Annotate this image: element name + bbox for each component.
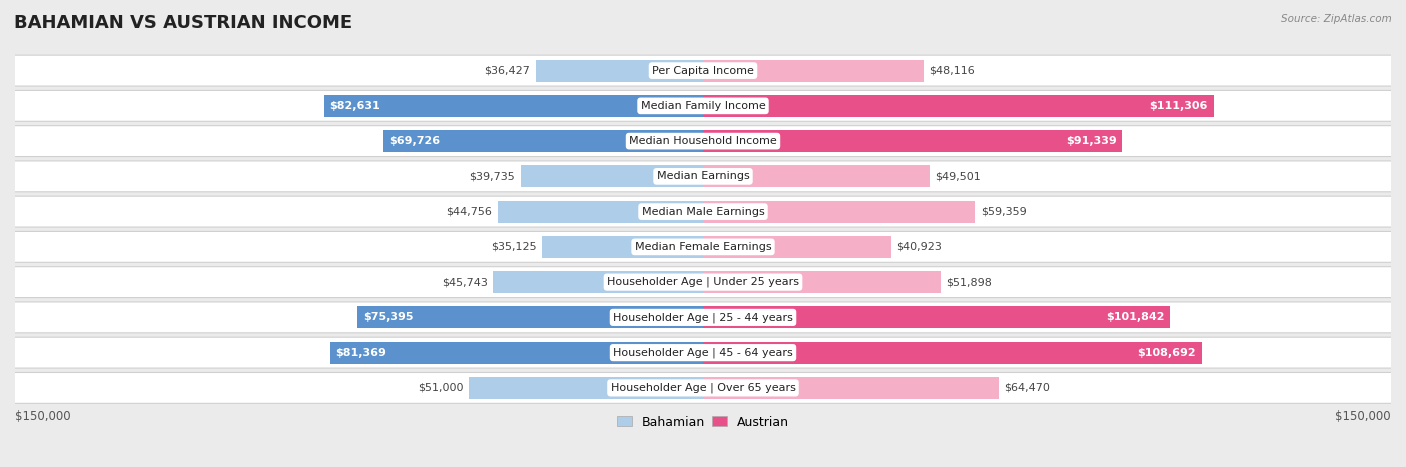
- FancyBboxPatch shape: [1, 126, 1405, 156]
- Bar: [536, 60, 703, 82]
- Text: $45,743: $45,743: [441, 277, 488, 287]
- Text: $44,756: $44,756: [446, 206, 492, 217]
- Bar: [330, 342, 703, 364]
- Text: Median Household Income: Median Household Income: [628, 136, 778, 146]
- Text: Median Female Earnings: Median Female Earnings: [634, 242, 772, 252]
- Text: Householder Age | Over 65 years: Householder Age | Over 65 years: [610, 382, 796, 393]
- Text: Source: ZipAtlas.com: Source: ZipAtlas.com: [1281, 14, 1392, 24]
- Bar: [703, 60, 924, 82]
- FancyBboxPatch shape: [1, 302, 1405, 333]
- Bar: [703, 130, 1122, 152]
- Bar: [703, 306, 1170, 328]
- Text: $35,125: $35,125: [491, 242, 537, 252]
- Text: Householder Age | 25 - 44 years: Householder Age | 25 - 44 years: [613, 312, 793, 323]
- Bar: [703, 342, 1202, 364]
- Text: Median Earnings: Median Earnings: [657, 171, 749, 181]
- Bar: [703, 95, 1213, 117]
- Text: Householder Age | 45 - 64 years: Householder Age | 45 - 64 years: [613, 347, 793, 358]
- Text: Householder Age | Under 25 years: Householder Age | Under 25 years: [607, 277, 799, 287]
- Bar: [494, 271, 703, 293]
- FancyBboxPatch shape: [1, 55, 1405, 86]
- FancyBboxPatch shape: [1, 232, 1405, 262]
- Text: Per Capita Income: Per Capita Income: [652, 65, 754, 76]
- Text: $51,000: $51,000: [418, 383, 464, 393]
- Text: Median Male Earnings: Median Male Earnings: [641, 206, 765, 217]
- Legend: Bahamian, Austrian: Bahamian, Austrian: [612, 410, 794, 433]
- Bar: [323, 95, 703, 117]
- Text: $108,692: $108,692: [1137, 347, 1197, 358]
- Text: $91,339: $91,339: [1066, 136, 1116, 146]
- Bar: [498, 201, 703, 223]
- Bar: [703, 236, 890, 258]
- Text: Median Family Income: Median Family Income: [641, 101, 765, 111]
- Text: $64,470: $64,470: [1004, 383, 1050, 393]
- Text: $82,631: $82,631: [329, 101, 380, 111]
- Bar: [520, 165, 703, 187]
- Text: $39,735: $39,735: [470, 171, 515, 181]
- Bar: [470, 377, 703, 399]
- Text: $75,395: $75,395: [363, 312, 413, 322]
- Text: $40,923: $40,923: [896, 242, 942, 252]
- Text: $51,898: $51,898: [946, 277, 993, 287]
- FancyBboxPatch shape: [1, 196, 1405, 227]
- Text: $48,116: $48,116: [929, 65, 974, 76]
- FancyBboxPatch shape: [1, 91, 1405, 121]
- Bar: [703, 377, 998, 399]
- Text: $101,842: $101,842: [1107, 312, 1164, 322]
- Bar: [703, 201, 976, 223]
- Text: $150,000: $150,000: [15, 410, 70, 423]
- FancyBboxPatch shape: [1, 161, 1405, 192]
- Bar: [384, 130, 703, 152]
- FancyBboxPatch shape: [1, 267, 1405, 297]
- Text: $150,000: $150,000: [1336, 410, 1391, 423]
- Text: $59,359: $59,359: [981, 206, 1026, 217]
- Text: $36,427: $36,427: [485, 65, 530, 76]
- Text: BAHAMIAN VS AUSTRIAN INCOME: BAHAMIAN VS AUSTRIAN INCOME: [14, 14, 352, 32]
- Text: $69,726: $69,726: [388, 136, 440, 146]
- FancyBboxPatch shape: [1, 373, 1405, 403]
- FancyBboxPatch shape: [1, 337, 1405, 368]
- Text: $111,306: $111,306: [1150, 101, 1208, 111]
- Bar: [357, 306, 703, 328]
- Text: $81,369: $81,369: [335, 347, 387, 358]
- Bar: [541, 236, 703, 258]
- Text: $49,501: $49,501: [935, 171, 981, 181]
- Bar: [703, 271, 941, 293]
- Bar: [703, 165, 929, 187]
